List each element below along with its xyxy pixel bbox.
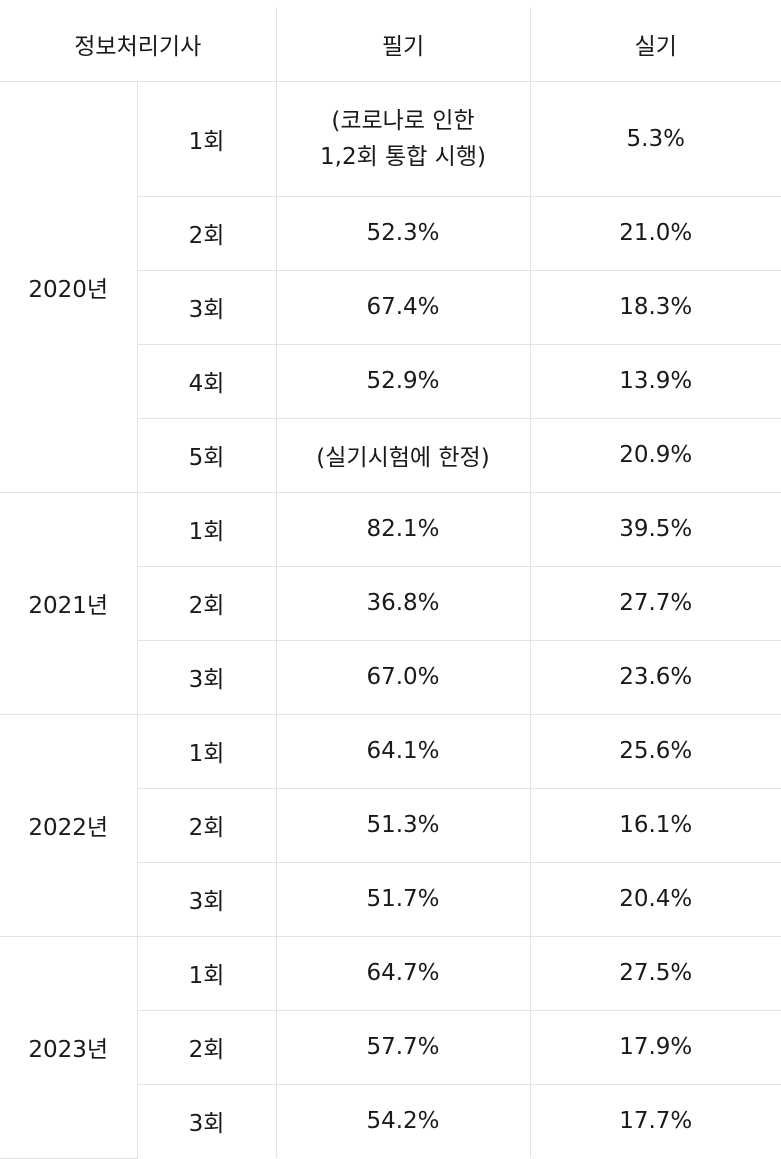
round-cell: 3회 bbox=[137, 1083, 277, 1158]
header-written: 필기 bbox=[275, 7, 531, 82]
written-rate-cell: 57.7% bbox=[275, 1009, 531, 1085]
practical-rate-cell: 20.4% bbox=[529, 861, 781, 937]
practical-rate-cell: 16.1% bbox=[529, 787, 781, 863]
round-cell: 3회 bbox=[137, 639, 277, 715]
round-cell: 1회 bbox=[136, 935, 277, 1011]
year-cell: 2021년 bbox=[0, 491, 138, 715]
written-rate-cell: 67.0% bbox=[275, 639, 531, 715]
practical-rate-cell: 18.3% bbox=[529, 269, 781, 345]
table-row: 2회 51.3% 16.1% bbox=[0, 787, 781, 863]
practical-rate-cell: 27.5% bbox=[529, 935, 781, 1011]
round-cell: 2회 bbox=[137, 565, 277, 641]
header-exam: 정보처리기사 bbox=[0, 7, 277, 82]
table-row: 2022년 1회 64.1% 25.6% bbox=[0, 713, 781, 937]
round-cell: 3회 bbox=[137, 861, 277, 937]
pass-rate-table: 정보처리기사 필기 실기 2020년 1회 (코로나로 인한 1,2회 통합 시행) 5… bbox=[0, 7, 781, 1159]
table-row: 2회 57.7% 17.9% bbox=[0, 1009, 781, 1085]
round-cell: 2회 bbox=[137, 195, 277, 271]
written-rate-cell: 64.7% bbox=[275, 935, 531, 1011]
written-note-cell: (코로나로 인한 1,2회 통합 시행) bbox=[275, 80, 531, 197]
table-row: 3회 67.0% 23.6% bbox=[0, 639, 781, 715]
table-row: 3회 67.4% 18.3% bbox=[0, 269, 781, 345]
round-cell: 2회 bbox=[137, 1009, 277, 1085]
written-note-line: 1,2회 통합 시행) bbox=[320, 143, 486, 170]
practical-rate-cell: 27.7% bbox=[529, 565, 781, 641]
practical-rate-cell: 25.6% bbox=[529, 713, 781, 789]
table-row: 3회 54.2% 17.7% bbox=[0, 1083, 781, 1158]
table-body: 2020년 1회 (코로나로 인한 1,2회 통합 시행) 5.3% 2회 52.3% 21.… bbox=[0, 80, 781, 1159]
written-rate-cell: 82.1% bbox=[275, 491, 531, 567]
table-row: 2021년 1회 82.1% 39.5% bbox=[0, 491, 781, 715]
table-row: 5회 (실기시험에 한정) 20.9% bbox=[0, 417, 781, 493]
year-cell: 2023년 bbox=[0, 935, 138, 1159]
round-cell: 5회 bbox=[137, 417, 277, 493]
practical-rate-cell: 17.9% bbox=[529, 1009, 781, 1085]
practical-rate-cell: 23.6% bbox=[529, 639, 781, 715]
practical-rate-cell: 39.5% bbox=[529, 491, 781, 567]
round-cell: 1회 bbox=[136, 80, 277, 197]
written-rate-cell: 51.3% bbox=[275, 787, 531, 863]
written-rate-cell: 51.7% bbox=[275, 861, 531, 937]
table-row: 2회 52.3% 21.0% bbox=[0, 195, 781, 271]
table-row: 2023년 1회 64.7% 27.5% bbox=[0, 935, 781, 1159]
practical-rate-cell: 17.7% bbox=[529, 1083, 781, 1158]
practical-rate-cell: 21.0% bbox=[529, 195, 781, 271]
written-rate-cell: (실기시험에 한정) bbox=[275, 417, 531, 493]
table-header-row: 정보처리기사 필기 실기 bbox=[0, 7, 781, 82]
written-rate-cell: 67.4% bbox=[275, 269, 531, 345]
written-rate-cell: 54.2% bbox=[275, 1083, 531, 1158]
practical-rate-cell: 5.3% bbox=[529, 80, 781, 197]
round-cell: 4회 bbox=[137, 343, 277, 419]
year-cell: 2020년 bbox=[0, 80, 138, 493]
table-row: 2회 36.8% 27.7% bbox=[0, 565, 781, 641]
round-cell: 2회 bbox=[137, 787, 277, 863]
written-note-line: (코로나로 인한 bbox=[331, 107, 475, 134]
written-rate-cell: 52.3% bbox=[275, 195, 531, 271]
round-cell: 1회 bbox=[136, 713, 277, 789]
table-row: 3회 51.7% 20.4% bbox=[0, 861, 781, 937]
practical-rate-cell: 20.9% bbox=[529, 417, 781, 493]
written-rate-cell: 36.8% bbox=[275, 565, 531, 641]
header-practical: 실기 bbox=[529, 7, 781, 82]
practical-rate-cell: 13.9% bbox=[529, 343, 781, 419]
written-rate-cell: 52.9% bbox=[275, 343, 531, 419]
written-rate-cell: 64.1% bbox=[275, 713, 531, 789]
round-cell: 3회 bbox=[137, 269, 277, 345]
year-cell: 2022년 bbox=[0, 713, 138, 937]
round-cell: 1회 bbox=[136, 491, 277, 567]
table-row: 2020년 1회 (코로나로 인한 1,2회 통합 시행) 5.3% bbox=[0, 80, 781, 493]
